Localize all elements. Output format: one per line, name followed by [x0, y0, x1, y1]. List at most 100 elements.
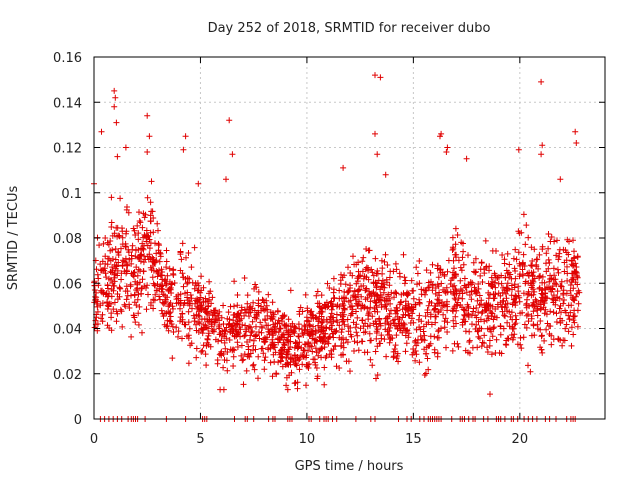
- data-point: [521, 321, 528, 328]
- data-point: [138, 251, 145, 258]
- data-point: [150, 215, 157, 221]
- data-point: [537, 301, 544, 308]
- data-point: [359, 268, 366, 275]
- data-point: [449, 347, 456, 354]
- data-point: [524, 291, 531, 298]
- data-point: [573, 264, 580, 270]
- data-point: [123, 206, 130, 213]
- data-point: [143, 306, 150, 313]
- data-point: [434, 281, 441, 288]
- data-point: [368, 266, 375, 273]
- data-point: [180, 146, 187, 153]
- data-point: [255, 302, 262, 309]
- data-point: [279, 318, 285, 325]
- data-point: [169, 323, 176, 330]
- data-point: [291, 344, 298, 351]
- data-point: [389, 335, 396, 342]
- data-point: [378, 280, 385, 287]
- data-point: [553, 281, 560, 288]
- data-point: [338, 271, 344, 278]
- data-point: [221, 327, 228, 334]
- data-point: [312, 330, 319, 337]
- data-point: [552, 301, 559, 308]
- data-point: [402, 348, 409, 355]
- data-point: [503, 267, 510, 274]
- data-point: [214, 357, 221, 363]
- data-point: [148, 208, 155, 215]
- data-point: [170, 305, 176, 312]
- x-tick-label: 5: [196, 432, 204, 447]
- data-point: [435, 334, 442, 341]
- data-point: [166, 278, 173, 285]
- data-point: [102, 270, 109, 277]
- data-point: [392, 310, 399, 317]
- data-point: [243, 326, 250, 333]
- data-point: [258, 323, 265, 330]
- y-axis-label: SRMTID / TECUs: [6, 186, 21, 291]
- data-point: [459, 304, 465, 311]
- data-point: [365, 312, 372, 319]
- data-point: [191, 244, 198, 251]
- data-point: [140, 259, 147, 266]
- data-point: [223, 335, 230, 342]
- data-point: [519, 309, 526, 316]
- data-point: [179, 240, 186, 247]
- data-point: [134, 222, 141, 229]
- data-point: [220, 321, 227, 327]
- data-point: [147, 229, 154, 236]
- data-point: [492, 284, 499, 291]
- data-point: [185, 250, 192, 256]
- data-point: [490, 316, 497, 323]
- data-point: [330, 295, 337, 302]
- data-point: [517, 262, 524, 269]
- data-point: [163, 258, 170, 265]
- data-point: [144, 194, 151, 201]
- data-point: [100, 290, 107, 297]
- data-point: [561, 297, 567, 303]
- data-point: [304, 361, 311, 368]
- data-point: [183, 254, 189, 261]
- data-point: [170, 329, 177, 335]
- data-point: [402, 328, 409, 335]
- data-point: [565, 328, 572, 335]
- data-point: [330, 334, 337, 341]
- data-point: [166, 301, 173, 308]
- data-point: [547, 323, 554, 330]
- data-point: [308, 343, 315, 350]
- data-point: [534, 312, 541, 319]
- data-point: [481, 304, 488, 311]
- data-point: [556, 246, 563, 253]
- data-point: [113, 318, 120, 325]
- data-point: [164, 272, 171, 279]
- data-point: [501, 304, 508, 311]
- data-point: [410, 346, 417, 352]
- data-point: [314, 338, 320, 345]
- data-point: [275, 329, 282, 336]
- data-points: [91, 72, 583, 422]
- data-point: [194, 287, 201, 294]
- data-point: [163, 247, 170, 254]
- data-point: [507, 313, 514, 320]
- data-point: [265, 322, 272, 329]
- data-point: [547, 308, 554, 315]
- data-point: [212, 319, 218, 326]
- data-point: [486, 342, 493, 349]
- data-point: [129, 246, 136, 253]
- x-tick-label: 10: [299, 432, 316, 447]
- data-point: [569, 270, 575, 277]
- data-point: [124, 288, 131, 295]
- data-point: [449, 234, 456, 241]
- data-point: [195, 312, 202, 319]
- data-point: [554, 237, 560, 244]
- data-point: [241, 306, 248, 313]
- data-point: [144, 242, 151, 249]
- data-point: [528, 313, 535, 319]
- data-point: [186, 300, 193, 307]
- data-point: [372, 72, 378, 79]
- data-point: [182, 133, 189, 140]
- data-point: [493, 336, 500, 343]
- data-point: [466, 339, 473, 345]
- data-point: [226, 117, 233, 124]
- data-point: [492, 350, 499, 356]
- data-point: [359, 258, 366, 265]
